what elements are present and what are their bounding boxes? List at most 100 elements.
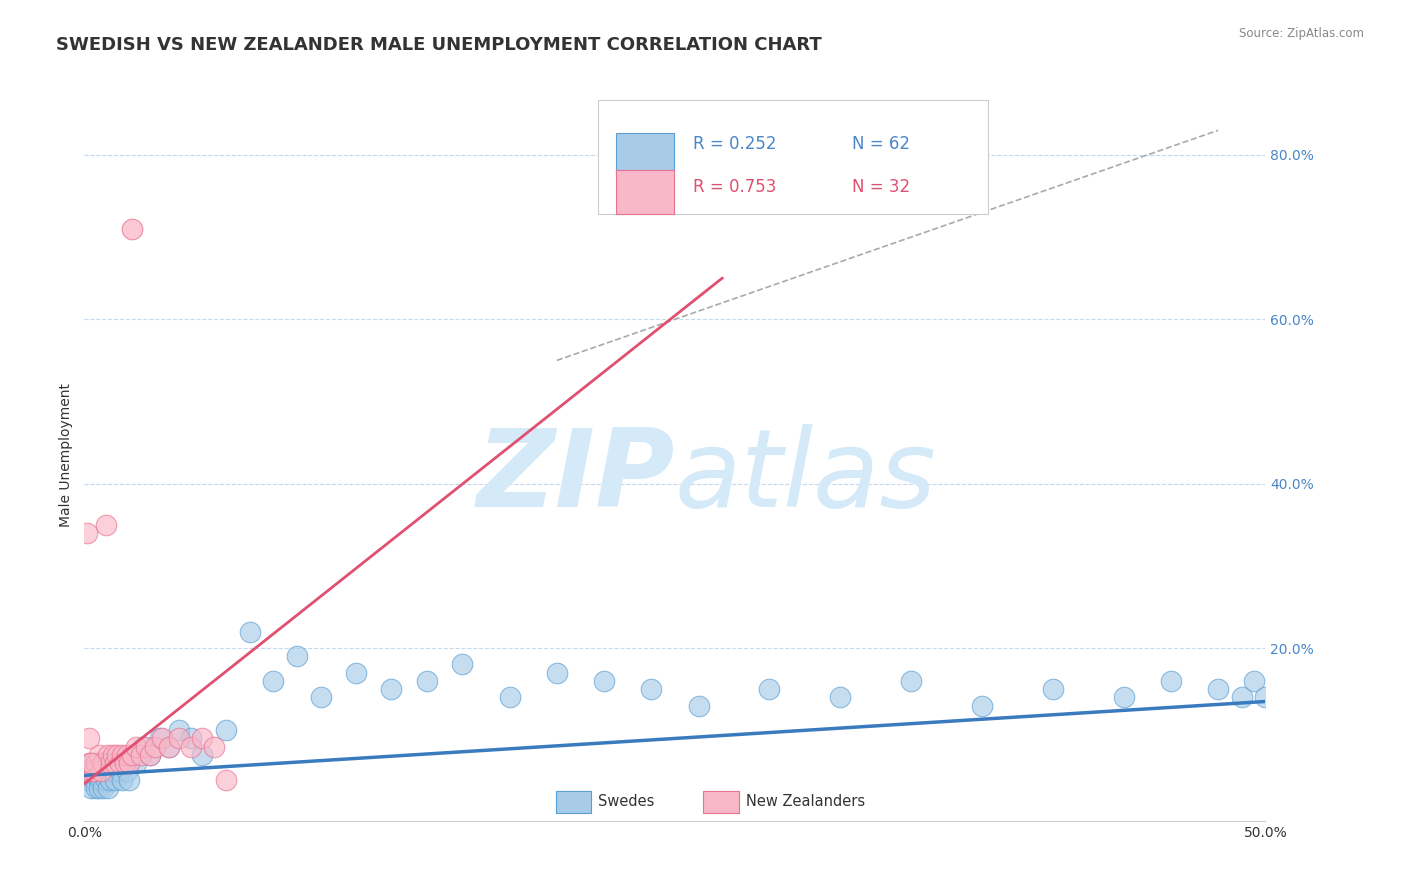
Point xyxy=(202,739,225,754)
Point xyxy=(111,772,134,787)
FancyBboxPatch shape xyxy=(616,133,673,177)
Point xyxy=(157,739,180,754)
Point xyxy=(309,690,332,705)
Point xyxy=(91,780,114,795)
Text: ZIP: ZIP xyxy=(477,424,675,530)
Point xyxy=(118,772,141,787)
Point xyxy=(121,222,143,236)
Point xyxy=(135,739,157,754)
Point xyxy=(104,772,127,787)
Point xyxy=(262,673,284,688)
Point xyxy=(150,731,173,746)
Point xyxy=(640,682,662,697)
Point xyxy=(239,624,262,639)
Text: Source: ZipAtlas.com: Source: ZipAtlas.com xyxy=(1239,27,1364,40)
Point xyxy=(94,517,117,532)
Text: R = 0.753: R = 0.753 xyxy=(693,178,776,195)
Point xyxy=(87,747,110,762)
Point xyxy=(114,756,136,771)
Point xyxy=(215,772,238,787)
Point xyxy=(83,764,105,779)
Point xyxy=(830,690,852,705)
Point xyxy=(84,780,107,795)
Point xyxy=(191,747,214,762)
Point xyxy=(107,747,129,762)
Text: N = 32: N = 32 xyxy=(852,178,910,195)
Point xyxy=(451,657,474,672)
Text: SWEDISH VS NEW ZEALANDER MALE UNEMPLOYMENT CORRELATION CHART: SWEDISH VS NEW ZEALANDER MALE UNEMPLOYME… xyxy=(56,36,823,54)
Point xyxy=(125,756,148,771)
Point xyxy=(87,780,110,795)
Point xyxy=(758,682,780,697)
Text: Swedes: Swedes xyxy=(598,794,654,809)
Point xyxy=(191,731,214,746)
Point xyxy=(108,756,131,771)
Point xyxy=(91,756,114,771)
Point xyxy=(380,682,402,697)
Point xyxy=(688,698,710,713)
Point xyxy=(139,747,162,762)
Text: N = 62: N = 62 xyxy=(852,135,910,153)
Point xyxy=(498,690,520,705)
Point xyxy=(77,731,100,746)
Point xyxy=(80,756,103,771)
Point xyxy=(84,756,107,771)
Point xyxy=(98,772,121,787)
Point xyxy=(90,764,112,779)
Point xyxy=(101,764,124,779)
Point xyxy=(111,747,134,762)
Point xyxy=(180,739,202,754)
Point xyxy=(180,731,202,746)
Point xyxy=(546,665,568,680)
Point xyxy=(97,747,120,762)
Point xyxy=(344,665,367,680)
Point xyxy=(90,764,112,779)
Point xyxy=(118,756,141,771)
FancyBboxPatch shape xyxy=(598,100,988,213)
Point xyxy=(115,764,138,779)
Point xyxy=(129,747,152,762)
Point xyxy=(104,756,127,771)
Point xyxy=(1243,673,1265,688)
Point xyxy=(900,673,922,688)
Point xyxy=(97,756,120,771)
Point xyxy=(970,698,993,713)
FancyBboxPatch shape xyxy=(555,790,591,813)
Point xyxy=(83,772,105,787)
Point xyxy=(121,747,143,762)
Point xyxy=(416,673,439,688)
Point xyxy=(167,731,190,746)
Point xyxy=(98,756,121,771)
Point xyxy=(285,649,308,664)
Point xyxy=(115,747,138,762)
Point xyxy=(1112,690,1135,705)
Point xyxy=(157,739,180,754)
Point xyxy=(91,756,114,771)
Point xyxy=(76,772,98,787)
Point xyxy=(215,723,238,738)
Point xyxy=(97,780,120,795)
Point xyxy=(139,747,162,762)
Point xyxy=(98,764,121,779)
Point xyxy=(121,747,143,762)
Point xyxy=(87,772,110,787)
Text: R = 0.252: R = 0.252 xyxy=(693,135,776,153)
Point xyxy=(1042,682,1064,697)
Point xyxy=(84,756,107,771)
Point xyxy=(107,756,129,771)
Text: New Zealanders: New Zealanders xyxy=(745,794,865,809)
Point xyxy=(90,772,112,787)
Point xyxy=(80,764,103,779)
Point xyxy=(94,764,117,779)
Point xyxy=(94,772,117,787)
Point xyxy=(76,526,98,541)
Point xyxy=(149,731,172,746)
Point xyxy=(77,756,100,771)
Point xyxy=(83,764,105,779)
Point xyxy=(77,764,100,779)
FancyBboxPatch shape xyxy=(703,790,738,813)
Point xyxy=(108,764,131,779)
Point xyxy=(1206,682,1229,697)
Point xyxy=(101,747,124,762)
FancyBboxPatch shape xyxy=(616,170,673,213)
